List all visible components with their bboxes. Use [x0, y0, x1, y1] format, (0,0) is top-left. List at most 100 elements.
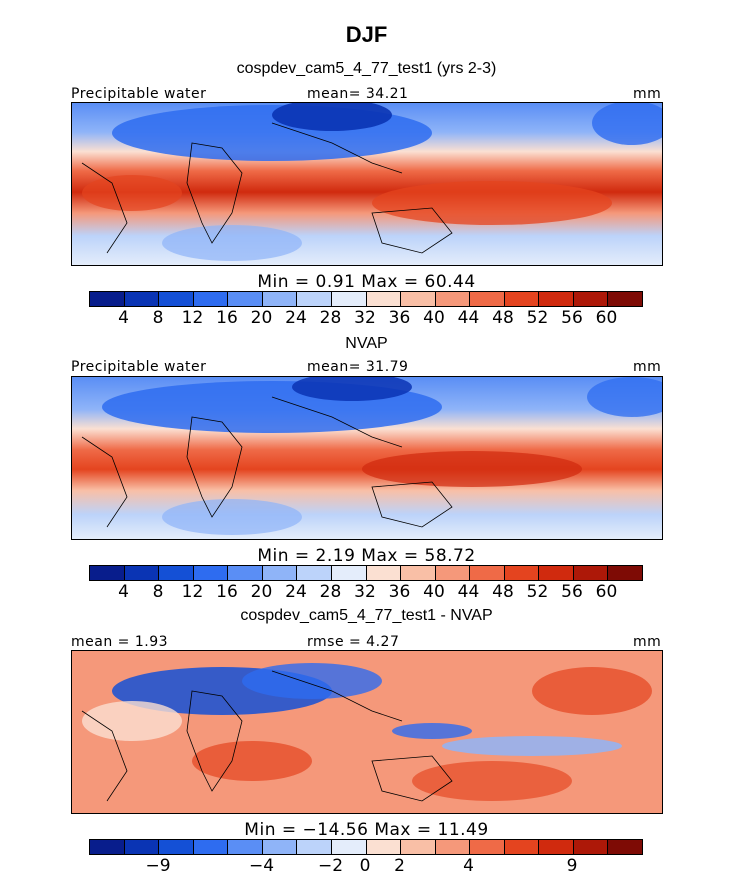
panel3-colorbar-ticks: −9 −4 −2 0 2 4 9 [89, 856, 641, 876]
panel1-units-label: mm [633, 86, 662, 102]
colorbar-swatch [193, 566, 229, 580]
colorbar-tick-label: 28 [319, 582, 342, 602]
colorbar-swatch [228, 566, 263, 580]
colorbar-swatch [470, 840, 505, 854]
model-title: cospdev_cam5_4_77_test1 (yrs 2-3) [236, 60, 497, 77]
colorbar-swatch [573, 566, 609, 580]
colorbar-swatch [435, 292, 471, 306]
panel2-units-label: mm [633, 359, 662, 375]
colorbar-swatch [470, 292, 505, 306]
colorbar-swatch [228, 292, 263, 306]
colorbar-swatch [297, 566, 332, 580]
panel3-rmse-label: rmse = 4.27 [307, 634, 400, 650]
panel2-variable-label: Precipitable water [71, 359, 207, 375]
colorbar-swatch [124, 566, 160, 580]
panel3-units-label: mm [633, 634, 662, 650]
colorbar-swatch [124, 840, 160, 854]
colorbar-swatch [262, 840, 298, 854]
colorbar-tick-label: 0 [359, 856, 371, 876]
colorbar-tick-label: 48 [492, 308, 514, 328]
colorbar-swatch [90, 840, 125, 854]
colorbar-swatch [297, 840, 332, 854]
colorbar-tick-label: 16 [216, 308, 238, 328]
colorbar-swatch [262, 566, 298, 580]
colorbar-tick-label: 2 [394, 856, 405, 876]
panel1-mean-label: mean= 34.21 [307, 86, 409, 102]
colorbar-tick-label: 48 [492, 582, 514, 602]
colorbar-tick-label: 60 [595, 308, 618, 328]
colorbar-swatch [504, 292, 540, 306]
colorbar-swatch [331, 840, 367, 854]
colorbar-tick-label: −9 [145, 856, 171, 876]
obs-map [71, 376, 663, 540]
colorbar-swatch [366, 292, 402, 306]
colorbar-tick-label: −4 [248, 856, 275, 876]
difference-map [71, 650, 663, 814]
colorbar-swatch [262, 292, 298, 306]
panel1-colorbar-ticks: 4 8 12 16 20 24 28 32 36 40 44 48 52 56 60 [89, 308, 641, 328]
colorbar-swatch [608, 840, 642, 854]
colorbar-swatch [331, 292, 367, 306]
panel1-colorbar [89, 291, 643, 307]
colorbar-swatch [539, 292, 574, 306]
colorbar-swatch [159, 840, 194, 854]
colorbar-tick-label: 44 [457, 308, 480, 328]
colorbar-tick-label: 28 [319, 308, 342, 328]
colorbar-swatch [90, 292, 125, 306]
colorbar-tick-label: 4 [118, 308, 129, 328]
colorbar-swatch [366, 840, 402, 854]
colorbar-tick-label: 36 [388, 582, 411, 602]
panel3-colorbar [89, 839, 643, 855]
colorbar-swatch [573, 840, 609, 854]
colorbar-swatch [504, 566, 540, 580]
colorbar-tick-label: 60 [595, 582, 618, 602]
obs-title: NVAP [345, 335, 388, 352]
colorbar-tick-label: 16 [216, 582, 238, 602]
panel1-min-max: Min = 0.91 Max = 60.44 [257, 272, 476, 292]
panel2-colorbar [89, 565, 643, 581]
diff-title: cospdev_cam5_4_77_test1 - NVAP [240, 607, 493, 624]
colorbar-swatch [401, 292, 436, 306]
colorbar-swatch [435, 566, 471, 580]
colorbar-swatch [90, 566, 125, 580]
colorbar-swatch [401, 840, 436, 854]
colorbar-tick-label: −2 [317, 856, 344, 876]
panel3-min-max: Min = −14.56 Max = 11.49 [244, 820, 489, 840]
colorbar-tick-label: 32 [354, 308, 376, 328]
colorbar-tick-label: 36 [388, 308, 411, 328]
colorbar-swatch [331, 566, 367, 580]
colorbar-tick-label: 12 [181, 582, 204, 602]
colorbar-tick-label: 24 [285, 582, 307, 602]
colorbar-tick-label: 9 [566, 856, 578, 876]
colorbar-tick-label: 8 [152, 308, 164, 328]
colorbar-swatch [193, 840, 229, 854]
colorbar-swatch [504, 840, 540, 854]
colorbar-swatch [573, 292, 609, 306]
colorbar-swatch [608, 566, 642, 580]
panel2-mean-label: mean= 31.79 [307, 359, 409, 375]
colorbar-tick-label: 40 [423, 582, 445, 602]
colorbar-swatch [608, 292, 642, 306]
panel1-variable-label: Precipitable water [71, 86, 207, 102]
colorbar-tick-label: 20 [250, 308, 273, 328]
colorbar-swatch [539, 566, 574, 580]
season-title: DJF [345, 22, 388, 47]
model-map [71, 102, 663, 266]
colorbar-swatch [470, 566, 505, 580]
colorbar-tick-label: 44 [457, 582, 480, 602]
colorbar-tick-label: 40 [423, 308, 445, 328]
panel2-min-max: Min = 2.19 Max = 58.72 [257, 546, 476, 566]
colorbar-swatch [124, 292, 160, 306]
colorbar-tick-label: 52 [526, 582, 549, 602]
colorbar-tick-label: 56 [561, 308, 583, 328]
colorbar-swatch [228, 840, 263, 854]
colorbar-swatch [539, 840, 574, 854]
colorbar-tick-label: 8 [152, 582, 164, 602]
colorbar-tick-label: 4 [463, 856, 474, 876]
colorbar-tick-label: 4 [118, 582, 129, 602]
colorbar-tick-label: 24 [285, 308, 307, 328]
colorbar-tick-label: 52 [526, 308, 549, 328]
colorbar-tick-label: 12 [181, 308, 204, 328]
colorbar-swatch [159, 566, 194, 580]
panel2-colorbar-ticks: 4 8 12 16 20 24 28 32 36 40 44 48 52 56 60 [89, 582, 641, 602]
